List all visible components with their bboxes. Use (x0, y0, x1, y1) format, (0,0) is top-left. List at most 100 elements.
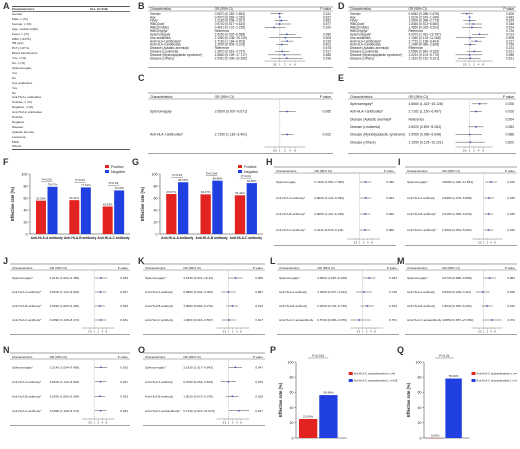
row-label: Anti-HLA-C autoantibody (279, 318, 314, 322)
column-header: Characteristics (12, 266, 33, 270)
x-tick-label: 8 (106, 422, 108, 425)
or-point (286, 57, 288, 59)
bar-positive (166, 194, 176, 234)
legend-swatch (238, 165, 242, 168)
p-value-annotation: P=0.021 (312, 354, 324, 358)
bar-negative (319, 395, 337, 438)
table-header-cell: Characteristics (12, 7, 90, 11)
panel-label-b: B (138, 1, 145, 11)
p-value: 0.083 (506, 125, 515, 129)
y-tick-label: 0 (156, 232, 158, 236)
or-point (488, 197, 490, 199)
x-tick-label: 8 (106, 331, 108, 334)
data-label: 0.00% (431, 434, 440, 438)
or-point (488, 213, 490, 215)
x-tick-label: 4 (367, 242, 369, 245)
legend-swatch (349, 379, 353, 382)
x-tick-label: 1 (279, 63, 281, 67)
or-point (475, 126, 477, 128)
x-tick-label: 1 (483, 331, 485, 334)
or-value: 1.0660 (0.319~3.557) (183, 318, 213, 322)
or-value: 1.1550 (0.125~10.221) (408, 140, 442, 144)
x-tick-label: 4 (370, 331, 372, 334)
y-tick-label: 100 (416, 360, 422, 364)
panel-label-a: A (3, 1, 10, 11)
p-value: 0.818 (507, 290, 515, 294)
or-value: 1.9060 (0.694~5.270) (183, 304, 213, 308)
y-tick-label: 80 (24, 184, 28, 188)
x-tick-label: 1 (228, 331, 230, 334)
or-value: 2.6290 (1.083~6.394) (50, 304, 80, 308)
x-tick-label: 0.5 (223, 331, 227, 334)
column-header: Characteristics (150, 7, 171, 11)
x-tick-label: 8 (240, 331, 242, 334)
bar-negative (445, 379, 461, 438)
x-tick-label: 8 (374, 331, 376, 334)
p-value: 0.033 (120, 276, 128, 280)
row-label: Disease (Leukemia) (350, 125, 380, 129)
or-value: 3.8680 (1.320~11.851) (442, 180, 473, 184)
panel-label-e: E (338, 73, 344, 83)
or-point (281, 51, 283, 53)
or-point (365, 181, 367, 183)
x-tick-label: 0.5 (88, 331, 92, 334)
or-point (473, 23, 475, 25)
x-tick-label: 8 (294, 149, 296, 153)
or-point (479, 103, 481, 105)
or-value: 3.0100 (1.142~8.093) (50, 380, 80, 384)
x-tick-label: 2 (473, 149, 475, 153)
row-label: Anti-HLA-B antibody (407, 304, 435, 308)
x-tick-label: 1 (228, 422, 230, 425)
p-value: 0.036 (507, 212, 515, 216)
row-label: Anti-HLA-A antibody (407, 196, 435, 200)
y-tick-label: 20 (154, 220, 158, 224)
row-label: Splenomegaly* (145, 365, 167, 369)
row-label: Splenomegaly (150, 110, 172, 114)
row-label: Disease (Myelodysplastic syndrome) (350, 133, 405, 137)
or-value: 2.6920 (0.891~8.284) (408, 125, 441, 129)
x-tick-label: 0.5 (223, 422, 227, 425)
table-cell (90, 144, 130, 149)
or-value: 3.0100 (1.142~8.093) (50, 290, 80, 294)
x-tick-label: 4 (289, 149, 291, 153)
row-label: Anti-HLA-A antibody (407, 290, 435, 294)
row-label: Anti-HLA-A antibody (279, 290, 307, 294)
p-value: 0.988 (506, 133, 515, 137)
y-tick-label: 100 (22, 172, 28, 176)
or-point (99, 395, 101, 397)
x-category-label: Anti-HLA-A antibody (161, 236, 193, 240)
row-label: Disease (Others) (150, 56, 174, 60)
bar-negative (178, 182, 188, 234)
or-value: Reference (408, 117, 424, 121)
x-category-label: Anti-HLA-B antibody (64, 236, 97, 240)
or-point (486, 305, 488, 307)
x-tick-label: 4 (236, 422, 238, 425)
or-point (469, 54, 471, 56)
p-value: 0.031 (120, 318, 128, 322)
row-label: Anti-HLA-A antibody* (12, 290, 42, 294)
or-value: 2.6500 (0.907~8.671) (215, 110, 248, 114)
bar-positive (235, 195, 245, 234)
p-value: 0.047 (255, 365, 263, 369)
panel-label-d: D (338, 1, 345, 11)
x-tick-label: 1 (483, 242, 485, 245)
column-header: P value (505, 169, 516, 173)
p-value: 0.036 (507, 196, 515, 200)
column-header: OR (95% CI) (183, 266, 201, 270)
x-tick-label: 2 (363, 242, 365, 245)
table-header-cell: ALL (n=119) (90, 7, 130, 11)
data-label: 78.67% (48, 183, 58, 187)
or-point (99, 305, 101, 307)
or-point (286, 134, 288, 136)
legend-label: Anti-HLA-C autoantibodies(-), n=108 (354, 379, 398, 383)
row-label: Splenomegaly* (407, 276, 429, 280)
p-value: 0.571 (389, 318, 397, 322)
or-point (100, 319, 102, 321)
panel-label-q: Q (397, 345, 404, 355)
x-tick-label: 0.5 (273, 63, 277, 67)
